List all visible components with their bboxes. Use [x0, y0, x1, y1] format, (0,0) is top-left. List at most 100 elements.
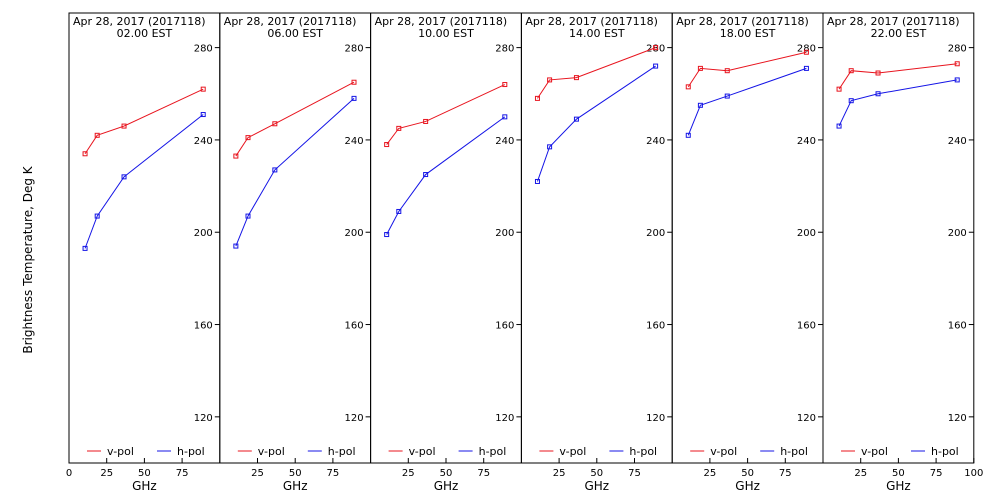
x-axis-label: GHz	[434, 479, 459, 493]
series-line-v-pol	[687, 51, 807, 88]
data-point-v-pol	[697, 65, 703, 71]
data-point-h-pol	[396, 208, 402, 214]
legend-label-h-pol: h-pol	[328, 445, 356, 458]
x-axis-label: GHz	[584, 479, 609, 493]
data-point-v-pol	[272, 121, 278, 127]
x-tick-label: 75	[176, 468, 189, 479]
x-tick-label: 50	[289, 468, 302, 479]
x-tick-label: 75	[779, 468, 792, 479]
x-axis-label: GHz	[283, 479, 308, 493]
data-point-h-pol	[272, 167, 278, 173]
legend-label-h-pol: h-pol	[479, 445, 507, 458]
y-tick-label: 120	[194, 413, 213, 424]
panel-subtitle: 18.00 EST	[720, 27, 776, 40]
data-point-h-pol	[245, 213, 251, 219]
x-tick-label: 75	[628, 468, 641, 479]
data-point-h-pol	[200, 112, 206, 118]
data-point-h-pol	[233, 243, 239, 249]
data-point-v-pol	[200, 86, 206, 92]
series-line-v-pol	[386, 84, 506, 145]
data-point-h-pol	[94, 213, 100, 219]
panel-title: Apr 28, 2017 (2017118)	[827, 15, 960, 28]
data-point-v-pol	[233, 153, 239, 159]
data-point-v-pol	[875, 70, 881, 76]
data-point-v-pol	[423, 118, 429, 124]
legend-label-v-pol: v-pol	[107, 445, 134, 458]
x-tick-label: 100	[964, 468, 983, 479]
panel-subtitle: 06.00 EST	[267, 27, 323, 40]
x-tick-label: 25	[553, 468, 566, 479]
data-point-h-pol	[547, 144, 553, 150]
y-tick-label: 240	[646, 136, 665, 147]
y-tick-label: 200	[194, 228, 213, 239]
panels: Apr 28, 2017 (2017118)02.00 EST120160200…	[66, 12, 983, 493]
x-tick-label: 50	[741, 468, 754, 479]
data-point-v-pol	[396, 125, 402, 131]
panel-2: Apr 28, 2017 (2017118)06.00 EST 120 160 200…	[219, 12, 372, 493]
series-line-v-pol	[84, 88, 204, 155]
y-tick-label: 160	[797, 321, 816, 332]
legend-label-h-pol: h-pol	[629, 445, 657, 458]
legend-label-v-pol: v-pol	[258, 445, 285, 458]
y-tick-label: 280	[194, 44, 213, 55]
data-point-v-pol	[954, 61, 960, 67]
series-line-h-pol	[838, 79, 958, 127]
series-line-v-pol	[838, 63, 958, 90]
legend-label-v-pol: v-pol	[559, 445, 586, 458]
y-tick-label: 200	[495, 228, 514, 239]
panel-title: Apr 28, 2017 (2017118)	[73, 15, 206, 28]
data-point-h-pol	[724, 93, 730, 99]
legend-label-v-pol: v-pol	[409, 445, 436, 458]
data-point-v-pol	[803, 49, 809, 55]
data-point-v-pol	[351, 79, 357, 85]
x-tick-label: 25	[100, 468, 113, 479]
data-point-h-pol	[803, 65, 809, 71]
x-tick-label: 25	[704, 468, 717, 479]
data-point-h-pol	[653, 63, 659, 69]
data-point-h-pol	[954, 77, 960, 83]
panel-1: Apr 28, 2017 (2017118)02.00 EST 120 160 200…	[66, 12, 221, 493]
panel-subtitle: 10.00 EST	[418, 27, 474, 40]
y-tick-label: 280	[345, 44, 364, 55]
series-line-v-pol	[537, 47, 656, 99]
y-tick-label: 280	[948, 44, 967, 55]
y-tick-label: 120	[797, 413, 816, 424]
series-line-h-pol	[687, 67, 807, 136]
y-tick-label: 280	[495, 44, 514, 55]
y-tick-label: 160	[194, 321, 213, 332]
x-tick-label: 75	[930, 468, 943, 479]
series-line-h-pol	[536, 65, 656, 182]
panel-5: Apr 28, 2017 (2017118)18.00 EST 120 160 200…	[671, 12, 824, 493]
legend-label-h-pol: h-pol	[931, 445, 959, 458]
data-point-h-pol	[685, 132, 691, 138]
y-tick-label: 120	[495, 413, 514, 424]
data-point-v-pol	[724, 68, 730, 74]
y-tick-label: 240	[345, 136, 364, 147]
panel-4: Apr 28, 2017 (2017118)14.00 EST 120 160 200…	[520, 12, 673, 493]
y-tick-label: 160	[646, 321, 665, 332]
x-axis-label: GHz	[132, 479, 157, 493]
x-tick-label: 50	[138, 468, 151, 479]
data-point-h-pol	[384, 232, 390, 238]
x-tick-label: 25	[251, 468, 264, 479]
x-axis-label: GHz	[735, 479, 760, 493]
data-point-v-pol	[121, 123, 127, 129]
y-tick-label: 120	[345, 413, 364, 424]
panel-6: Apr 28, 2017 (2017118)22.00 EST 120 160 200…	[822, 12, 983, 493]
legend-label-h-pol: h-pol	[780, 445, 808, 458]
panel-subtitle: 02.00 EST	[117, 27, 173, 40]
data-point-v-pol	[502, 82, 508, 88]
series-line-h-pol	[84, 114, 204, 249]
panel-title: Apr 28, 2017 (2017118)	[224, 15, 357, 28]
y-tick-label: 160	[345, 321, 364, 332]
panel-title: Apr 28, 2017 (2017118)	[525, 15, 658, 28]
legend-label-v-pol: v-pol	[710, 445, 737, 458]
y-tick-label: 240	[797, 136, 816, 147]
x-tick-label: 50	[892, 468, 905, 479]
series-line-h-pol	[386, 116, 506, 235]
data-point-h-pol	[121, 174, 127, 180]
x-tick-label: 25	[854, 468, 867, 479]
x-tick-label: 50	[590, 468, 603, 479]
data-point-v-pol	[685, 84, 691, 90]
data-point-h-pol	[534, 178, 540, 184]
